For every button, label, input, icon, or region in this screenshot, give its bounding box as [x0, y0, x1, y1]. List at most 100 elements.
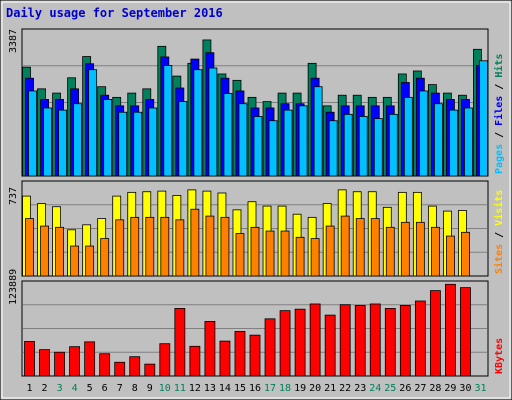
bar-kbytes-day-20 [309, 303, 321, 377]
legend-part: Sites [494, 243, 505, 274]
bar-sites-day-3 [55, 226, 64, 277]
day-label-14: 14 [219, 383, 231, 394]
bar-pages-day-21 [328, 120, 338, 177]
day-label-1: 1 [27, 383, 33, 394]
bar-pages-day-25 [388, 113, 398, 177]
bar-pages-day-24 [373, 118, 383, 177]
bar-pages-day-12 [193, 69, 203, 177]
bar-sites-day-7 [115, 219, 125, 277]
bar-kbytes-day-12 [189, 345, 201, 377]
day-label-31: 31 [474, 383, 486, 394]
day-label-11: 11 [174, 383, 186, 394]
bar-kbytes-day-2 [39, 349, 50, 377]
bar-sites-day-26 [400, 221, 410, 277]
bar-kbytes-day-9 [144, 363, 156, 377]
bar-kbytes-day-13 [204, 321, 216, 377]
legend-part: Visits [494, 189, 505, 226]
kbytes-panel-max-label: 123889 [8, 268, 19, 305]
bar-sites-day-17 [265, 230, 275, 277]
bar-kbytes-day-22 [339, 304, 351, 377]
legend-part: / [494, 225, 505, 244]
bar-sites-day-11 [175, 219, 185, 277]
day-label-8: 8 [132, 383, 138, 394]
bar-kbytes-day-17 [264, 318, 276, 377]
bar-kbytes-day-10 [159, 343, 171, 377]
bar-pages-day-22 [343, 113, 353, 177]
day-label-21: 21 [324, 383, 336, 394]
bar-sites-day-14 [220, 216, 230, 277]
kbytes-panel [21, 280, 489, 377]
bar-sites-day-23 [355, 218, 365, 277]
hits-files-pages-panel [21, 28, 489, 177]
bar-sites-day-19 [295, 236, 305, 277]
bar-kbytes-day-8 [129, 356, 141, 377]
legend-part: Hits [494, 53, 505, 78]
day-label-6: 6 [102, 383, 108, 394]
day-label-12: 12 [189, 383, 201, 394]
bar-pages-day-7 [118, 111, 128, 177]
bar-sites-day-24 [370, 218, 380, 277]
day-label-20: 20 [309, 383, 321, 394]
bar-pages-day-26 [403, 96, 413, 177]
visits-sites-panel [21, 180, 489, 277]
bar-kbytes-day-4 [69, 346, 81, 377]
day-label-3: 3 [57, 383, 63, 394]
bar-pages-day-10 [163, 65, 173, 177]
bar-sites-day-2 [40, 225, 49, 277]
bar-sites-day-13 [205, 215, 215, 277]
day-label-22: 22 [339, 383, 351, 394]
day-label-25: 25 [384, 383, 396, 394]
day-label-24: 24 [369, 383, 381, 394]
sites-visits-legend: Sites / Visits [494, 190, 505, 274]
bar-pages-day-15 [238, 103, 248, 177]
bar-kbytes-day-27 [414, 300, 426, 377]
bar-pages-day-14 [223, 93, 233, 177]
day-axis-labels: 1 2 3 4 5 6 7 8 9 10 11 12 13 14 15 16 17 18 19 20 21 22 23 24 2… [27, 383, 487, 394]
day-label-29: 29 [444, 383, 456, 394]
bar-pages-day-1 [28, 90, 37, 177]
hits-files-pages-legend: Pages / Files / Hits [494, 54, 505, 174]
kbytes-legend: KBytes [494, 338, 505, 374]
bar-pages-day-11 [178, 101, 188, 177]
bar-pages-day-31 [479, 60, 488, 177]
bar-pages-day-9 [148, 107, 158, 177]
day-label-5: 5 [87, 383, 93, 394]
bar-sites-day-16 [250, 226, 260, 277]
bar-kbytes-day-25 [384, 308, 396, 377]
day-label-19: 19 [294, 383, 306, 394]
hits-panel-max-label: 3387 [8, 28, 19, 53]
bar-kbytes-day-29 [445, 283, 456, 377]
chart-title: Daily usage for September 2016 [6, 6, 223, 20]
bar-kbytes-day-5 [84, 341, 96, 377]
day-label-9: 9 [147, 383, 153, 394]
bar-kbytes-day-24 [369, 303, 381, 377]
bar-kbytes-day-26 [399, 305, 411, 377]
legend-part: KBytes [494, 337, 505, 374]
legend-part: / [494, 125, 505, 144]
bar-kbytes-day-6 [99, 353, 111, 377]
day-label-17: 17 [264, 383, 276, 394]
bar-sites-day-8 [130, 216, 140, 277]
bar-sites-day-30 [461, 231, 470, 277]
bar-pages-day-30 [464, 107, 473, 177]
legend-part: Pages [494, 143, 505, 174]
bar-kbytes-day-7 [114, 361, 126, 377]
bar-kbytes-day-18 [279, 310, 291, 377]
day-label-10: 10 [159, 383, 171, 394]
day-label-13: 13 [204, 383, 216, 394]
bar-sites-day-10 [160, 216, 170, 277]
day-label-26: 26 [399, 383, 411, 394]
day-label-16: 16 [249, 383, 261, 394]
bar-kbytes-day-28 [429, 290, 441, 377]
bar-sites-day-18 [280, 230, 290, 277]
bar-pages-day-5 [88, 69, 98, 177]
bar-sites-day-28 [430, 226, 440, 277]
bar-kbytes-day-14 [219, 340, 231, 377]
bar-pages-day-4 [73, 103, 83, 177]
bar-kbytes-day-19 [294, 308, 306, 377]
bar-pages-day-2 [43, 107, 52, 177]
legend-part: Files [494, 95, 505, 126]
day-label-23: 23 [354, 383, 366, 394]
bar-kbytes-day-23 [354, 305, 366, 377]
